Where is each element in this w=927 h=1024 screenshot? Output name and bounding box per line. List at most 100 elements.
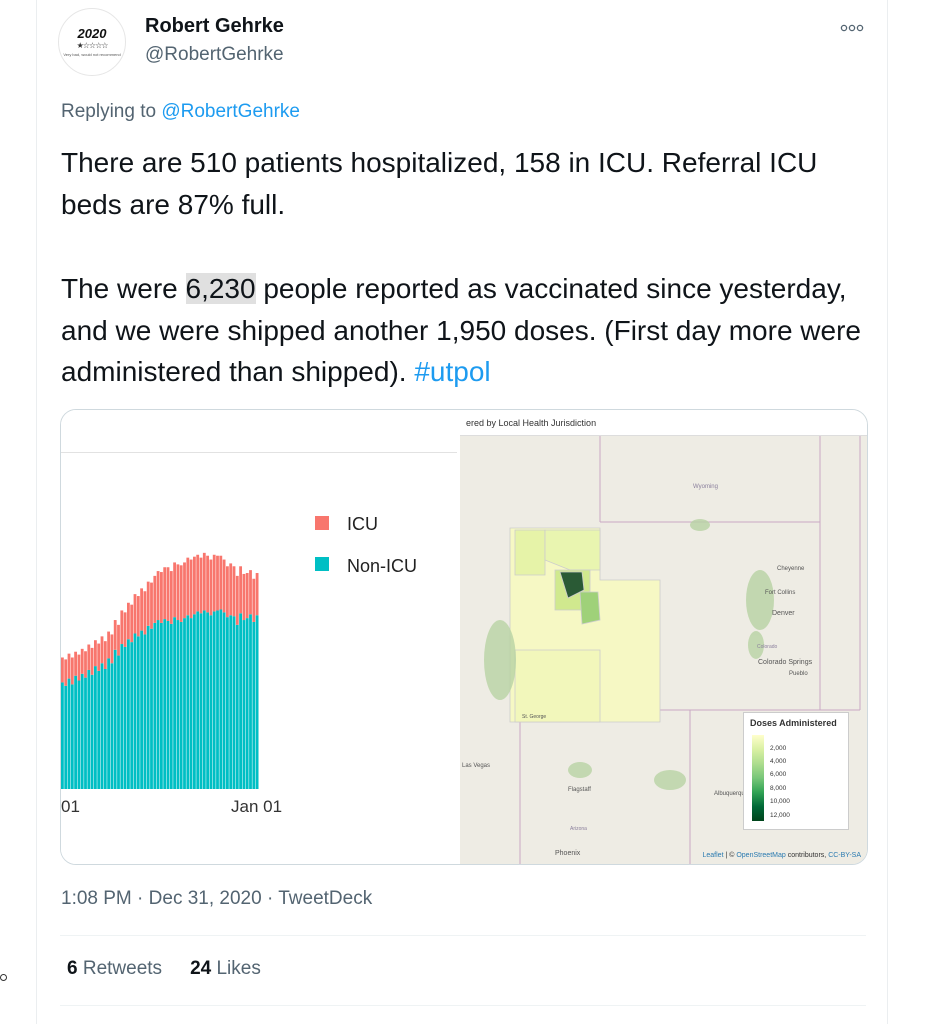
bar-icu bbox=[127, 602, 130, 640]
map-label: Cheyenne bbox=[777, 566, 805, 572]
bar-icu bbox=[120, 610, 124, 645]
bar-non-icu bbox=[186, 615, 190, 789]
license-link[interactable]: CC-BY-SA bbox=[828, 852, 861, 859]
bar-non-icu bbox=[169, 623, 173, 789]
map-label: Flagstaff bbox=[568, 787, 591, 793]
bar-non-icu bbox=[140, 630, 144, 789]
media-divider bbox=[457, 410, 460, 864]
bar-icu bbox=[140, 588, 144, 631]
map-label: Las Vegas bbox=[462, 763, 490, 769]
tweet-time-link[interactable]: 1:08 PM bbox=[61, 888, 132, 909]
tweet-source-link[interactable]: TweetDeck bbox=[278, 888, 373, 909]
bar-non-icu bbox=[219, 609, 223, 789]
bar-non-icu bbox=[235, 624, 239, 789]
bar-icu bbox=[100, 636, 104, 664]
bar-non-icu bbox=[252, 621, 256, 789]
bar-non-icu bbox=[216, 610, 219, 789]
tweet-date-link[interactable]: Dec 31, 2020 bbox=[148, 888, 262, 909]
x-tick-label: Jan 01 bbox=[231, 797, 282, 816]
bar-non-icu bbox=[202, 610, 206, 789]
legend-swatch-non-icu bbox=[315, 557, 329, 571]
media-image-chart[interactable]: ICU Non-ICU 01 Jan 01 bbox=[61, 410, 457, 864]
bar-non-icu bbox=[107, 658, 111, 789]
bar-icu bbox=[67, 653, 71, 679]
timeline-border-right bbox=[887, 0, 888, 1024]
replying-to: Replying to @RobertGehrke bbox=[61, 101, 300, 123]
chart-border bbox=[61, 452, 457, 453]
map-attribution: Leaflet | © OpenStreetMap contributors, … bbox=[703, 852, 862, 859]
bar-non-icu bbox=[133, 633, 137, 789]
bar-icu bbox=[97, 643, 101, 671]
bar-icu bbox=[169, 571, 173, 624]
likes-count: 24 bbox=[190, 958, 212, 979]
avatar[interactable]: 2020 ★☆☆☆☆ Very bad, would not recommend bbox=[58, 8, 126, 76]
bar-icu bbox=[219, 555, 223, 610]
bar-icu bbox=[136, 596, 140, 637]
media-grid: ICU Non-ICU 01 Jan 01 bbox=[60, 409, 868, 865]
bar-non-icu bbox=[179, 621, 183, 789]
bar-non-icu bbox=[229, 615, 233, 789]
attribution-mid: contributors, bbox=[785, 852, 829, 859]
more-options-button[interactable] bbox=[840, 20, 864, 38]
bar-icu bbox=[117, 624, 120, 656]
bar-non-icu bbox=[176, 620, 180, 789]
bar-icu bbox=[226, 566, 229, 618]
x-tick-label: 01 bbox=[61, 797, 80, 816]
likes-link[interactable]: 24 Likes bbox=[190, 958, 261, 979]
bar-non-icu bbox=[117, 655, 120, 789]
bar-non-icu bbox=[100, 663, 104, 789]
osm-link[interactable]: OpenStreetMap bbox=[736, 852, 786, 859]
bar-icu bbox=[80, 648, 84, 674]
bar-non-icu bbox=[74, 675, 78, 789]
bar-non-icu bbox=[153, 622, 157, 789]
bar-non-icu bbox=[110, 663, 114, 789]
avatar-stars: ★☆☆☆☆ bbox=[76, 41, 109, 50]
media-image-map[interactable]: Wyoming Cheyenne Fort Collins Denver Col… bbox=[460, 410, 867, 864]
bar-icu bbox=[87, 644, 91, 670]
tweet-text-segment: people reported as vaccinated since yest… bbox=[61, 273, 861, 387]
leaflet-link[interactable]: Leaflet bbox=[702, 852, 724, 859]
bar-non-icu bbox=[97, 670, 101, 789]
bar-icu bbox=[130, 604, 134, 643]
legend-swatch-icu bbox=[315, 516, 329, 530]
map-legend-title: Doses Administered bbox=[750, 718, 837, 728]
likes-label: Likes bbox=[211, 958, 261, 979]
bar-non-icu bbox=[90, 674, 94, 789]
map-label: Fort Collins bbox=[765, 590, 795, 596]
bar-non-icu bbox=[189, 618, 193, 789]
bar-non-icu bbox=[199, 613, 203, 789]
replying-to-handle-link[interactable]: @RobertGehrke bbox=[161, 101, 300, 122]
author-name[interactable]: Robert Gehrke bbox=[145, 15, 284, 37]
bar-icu bbox=[110, 634, 114, 664]
bar-icu bbox=[229, 563, 233, 616]
tweet-text-segment: The were bbox=[61, 273, 186, 304]
highlighted-number: 6,230 bbox=[185, 273, 256, 304]
bar-icu bbox=[232, 566, 236, 617]
bar-non-icu bbox=[64, 685, 68, 789]
bar-icu bbox=[252, 578, 256, 622]
hashtag-link[interactable]: #utpol bbox=[414, 356, 491, 387]
bar-non-icu bbox=[209, 615, 213, 789]
bar-icu bbox=[90, 647, 94, 675]
divider bbox=[60, 935, 866, 936]
bar-non-icu bbox=[80, 673, 84, 789]
tweet-text: There are 510 patients hospitalized, 158… bbox=[61, 142, 871, 393]
map-legend-label: 8,000 bbox=[770, 785, 787, 792]
bar-icu bbox=[103, 641, 107, 669]
map-label: Albuquerque bbox=[714, 791, 749, 797]
map-legend-label: 2,000 bbox=[770, 745, 787, 752]
bar-icu bbox=[61, 657, 64, 683]
retweets-label: Retweets bbox=[77, 958, 163, 979]
bar-non-icu bbox=[206, 612, 210, 789]
bar-non-icu bbox=[156, 620, 160, 789]
bar-icu bbox=[156, 571, 160, 621]
retweets-link[interactable]: 6 Retweets bbox=[67, 958, 162, 979]
map-legend: Doses Administered 2,000 4,000 6,000 8,0… bbox=[743, 712, 849, 830]
forest-areas bbox=[484, 519, 774, 790]
bar-icu bbox=[133, 594, 137, 634]
bar-icu bbox=[183, 562, 186, 619]
bar-non-icu bbox=[222, 612, 226, 789]
bar-non-icu bbox=[70, 684, 74, 789]
author-handle[interactable]: @RobertGehrke bbox=[145, 44, 284, 65]
tweet-paragraph-1: There are 510 patients hospitalized, 158… bbox=[61, 147, 818, 220]
